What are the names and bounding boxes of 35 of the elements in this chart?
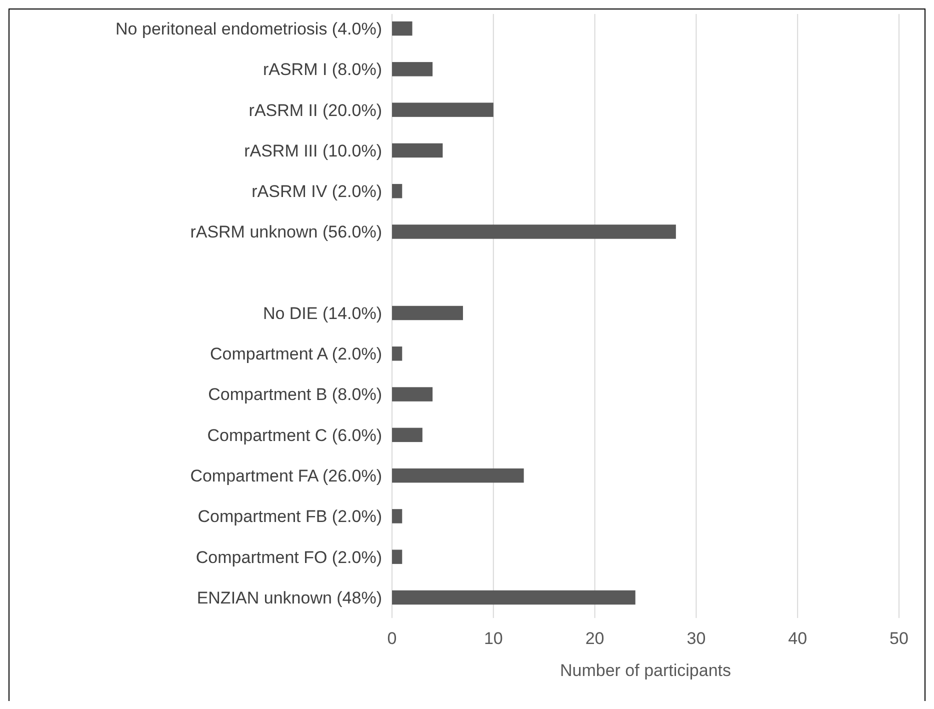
- y-tick-label: rASRM unknown (56.0%): [190, 222, 382, 242]
- bar: [392, 306, 463, 320]
- bar: [392, 102, 494, 117]
- y-tick-label: rASRM I (8.0%): [262, 60, 382, 80]
- x-axis-title: Number of participants: [560, 661, 732, 680]
- bar: [392, 62, 433, 76]
- bar: [392, 428, 422, 442]
- bar: [392, 550, 402, 564]
- bar: [392, 387, 433, 402]
- y-tick-label: rASRM II (20.0%): [248, 100, 382, 120]
- bar: [392, 21, 412, 36]
- x-tick-label: 40: [788, 629, 808, 648]
- y-tick-label: rASRM IV (2.0%): [252, 182, 382, 202]
- x-tick-label: 30: [686, 629, 706, 648]
- y-tick-label: Compartment FO (2.0%): [196, 548, 382, 567]
- bar: [392, 509, 402, 524]
- y-tick-label: Compartment FB (2.0%): [198, 507, 382, 526]
- bar: [392, 184, 402, 198]
- bar: [392, 590, 636, 605]
- x-tick-label: 20: [585, 629, 604, 648]
- y-tick-label: rASRM III (10.0%): [244, 141, 382, 160]
- bar: [392, 346, 402, 361]
- y-tick-label: Compartment C (6.0%): [207, 426, 382, 445]
- y-tick-label: No DIE (14.0%): [262, 304, 382, 323]
- x-tick-label: 50: [890, 629, 908, 648]
- bar: [392, 224, 676, 239]
- x-tick-label: 0: [387, 629, 397, 648]
- y-tick-label: Compartment B (8.0%): [208, 385, 382, 404]
- y-tick-label: Compartment A (2.0%): [210, 344, 382, 364]
- x-tick-label: 10: [484, 629, 503, 648]
- bar: [392, 143, 443, 158]
- y-tick-label: ENZIAN unknown (48%): [196, 588, 382, 608]
- bar: [392, 468, 524, 483]
- y-tick-label: No peritoneal endometriosis (4.0%): [116, 19, 382, 38]
- y-tick-label: Compartment FA (26.0%): [190, 466, 382, 486]
